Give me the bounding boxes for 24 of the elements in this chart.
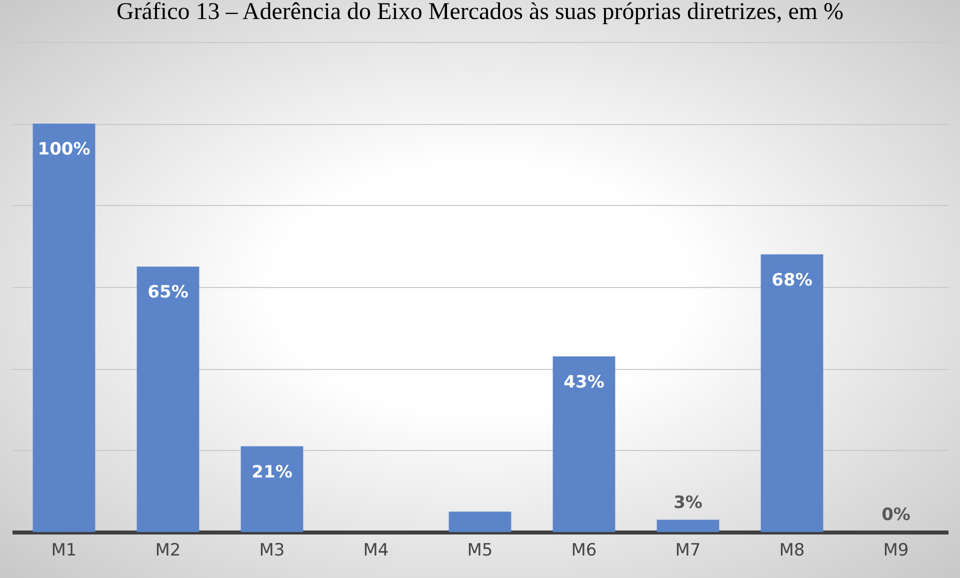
x-tick-label: M9 <box>883 540 909 560</box>
x-tick-label: M8 <box>779 540 805 560</box>
data-label: 65% <box>148 282 188 303</box>
data-label: 68% <box>772 270 812 290</box>
data-label: 0% <box>882 505 910 525</box>
bar <box>656 520 720 532</box>
chart-title: Gráfico 13 – Aderência do Eixo Mercados às suas próprias diretrizes, em % <box>116 0 844 25</box>
data-label: 3% <box>674 492 702 513</box>
data-label: 43% <box>564 372 604 392</box>
x-tick-label: M1 <box>51 540 77 560</box>
bar <box>448 512 512 532</box>
x-tick-label: M6 <box>571 540 597 560</box>
bar <box>136 266 200 532</box>
data-label: 21% <box>252 462 292 482</box>
x-tick-label: M7 <box>675 540 701 560</box>
bar <box>240 446 304 532</box>
x-tick-label: M3 <box>259 540 285 560</box>
bar <box>552 356 616 532</box>
bar <box>760 254 824 532</box>
bar <box>32 124 96 532</box>
x-tick-label: M5 <box>467 540 493 560</box>
x-tick-label: M4 <box>363 540 389 560</box>
x-tick-label: M2 <box>155 540 181 560</box>
data-label: 100% <box>38 140 90 160</box>
